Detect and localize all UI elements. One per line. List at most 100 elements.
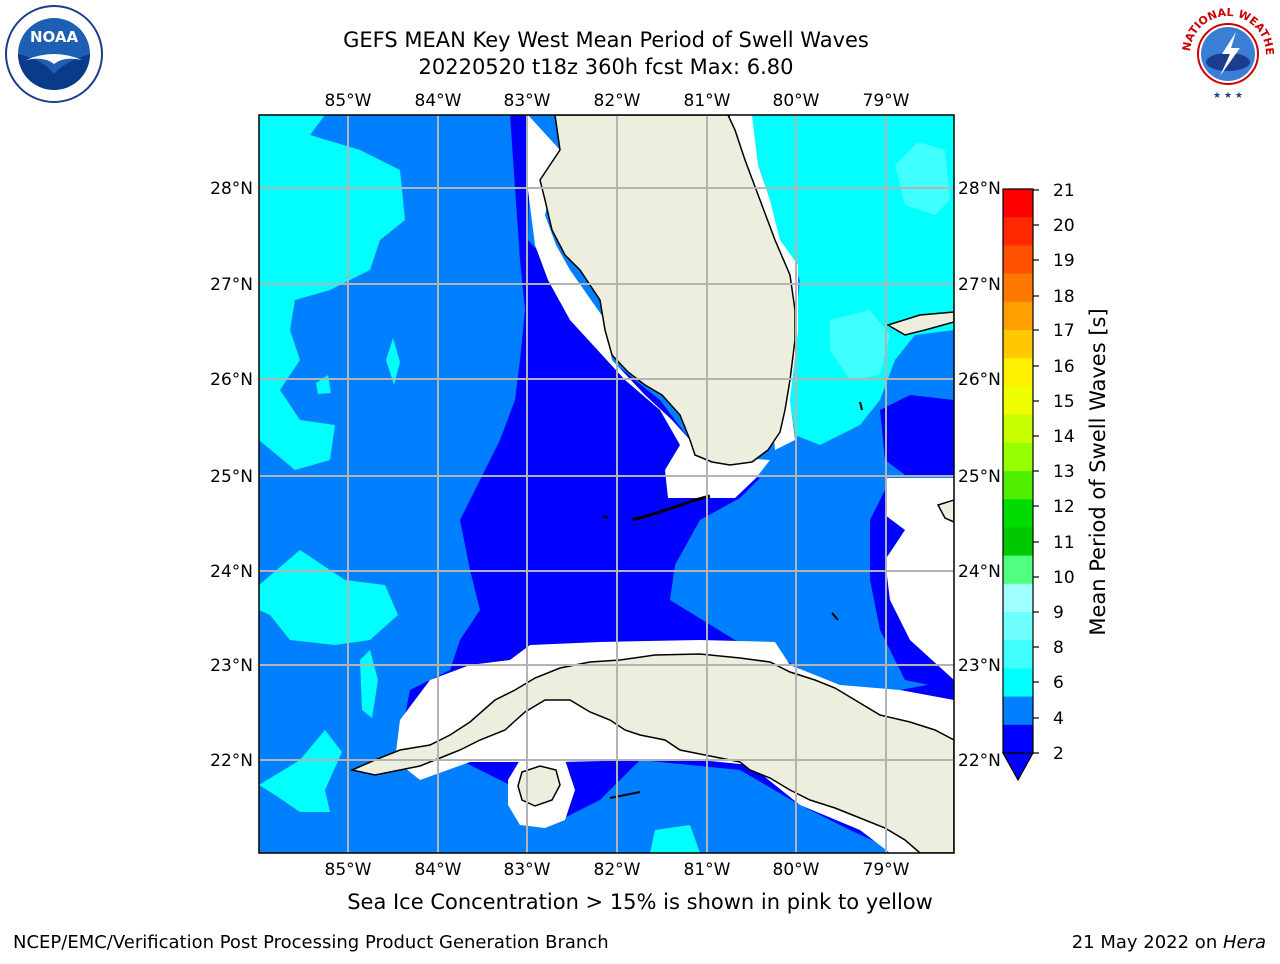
colorbar-swatch: [1003, 668, 1033, 698]
lat-label-left: 22°N: [210, 751, 253, 771]
footer-date: 21 May 2022 on Hera: [1072, 932, 1266, 953]
lon-label-bottom: 83°W: [504, 860, 551, 880]
colorbar-swatch: [1003, 217, 1033, 246]
sea-ice-note: Sea Ice Concentration > 15% is shown in …: [347, 890, 933, 914]
lon-label-top: 84°W: [415, 91, 462, 111]
isla-juventud-land: [517, 765, 561, 807]
lon-label-bottom: 84°W: [415, 860, 462, 880]
lat-label-right: 22°N: [958, 751, 1001, 771]
bahamas-land: [886, 311, 954, 336]
colorbar-tick-label: 8: [1053, 638, 1064, 658]
colorbar-tick-label: 14: [1053, 427, 1075, 447]
islet: [609, 791, 641, 799]
colorbar-tick-label: 19: [1053, 251, 1075, 271]
map-frame: [258, 114, 955, 854]
colorbar-tick-label: 15: [1053, 392, 1075, 412]
lat-label-left: 26°N: [210, 370, 253, 390]
lon-label-bottom: 79°W: [863, 860, 910, 880]
lon-label-top: 82°W: [594, 91, 641, 111]
lat-label-left: 23°N: [210, 656, 253, 676]
lon-label-top: 85°W: [325, 91, 372, 111]
svg-text:★ ★ ★: ★ ★ ★: [1213, 91, 1243, 101]
islet: [831, 612, 839, 621]
lat-label-left: 25°N: [210, 467, 253, 487]
colorbar-swatch: [1003, 724, 1033, 754]
cyan-region-sw: [259, 550, 398, 645]
colorbar-label: Mean Period of Swell Waves [s]: [1086, 308, 1110, 635]
colorbar-tick-label: 18: [1053, 287, 1075, 307]
lat-label-right: 23°N: [958, 656, 1001, 676]
lon-label-bottom: 80°W: [773, 860, 820, 880]
lon-label-top: 83°W: [504, 91, 551, 111]
colorbar-swatch: [1003, 414, 1033, 444]
lat-label-right: 28°N: [958, 179, 1001, 199]
islet: [859, 401, 863, 411]
lat-label-right: 24°N: [958, 562, 1001, 582]
colorbar-swatch: [1003, 583, 1033, 613]
colorbar-swatch: [1003, 330, 1033, 359]
colorbar-tick-label: 11: [1053, 533, 1075, 553]
colorbar-swatch: [1003, 189, 1033, 218]
cyan-patch: [650, 825, 700, 853]
footer-credit: NCEP/EMC/Verification Post Processing Pr…: [13, 932, 609, 953]
light-cyan-patch: [830, 310, 890, 380]
lat-label-right: 27°N: [958, 275, 1001, 295]
lat-label-right: 25°N: [958, 467, 1001, 487]
colorbar-swatch: [1003, 358, 1033, 387]
colorbar-swatch: [1003, 273, 1033, 303]
colorbar: 21 20 19 18 17 16 15 14 13 12 11 10 9 8 6 4 2: [1001, 181, 1075, 782]
lat-label-left: 24°N: [210, 562, 253, 582]
colorbar-tick-label: 6: [1053, 673, 1064, 693]
colorbar-tick-label: 16: [1053, 357, 1075, 377]
footer-host: Hera: [1222, 932, 1266, 953]
light-cyan-patch: [895, 142, 950, 215]
lon-label-top: 79°W: [863, 91, 910, 111]
cuba-land: [349, 653, 954, 853]
bahamas-land: [936, 499, 954, 523]
colorbar-tick-label: 20: [1053, 216, 1075, 236]
colorbar-tick-label: 13: [1053, 462, 1075, 482]
map-title: GEFS MEAN Key West Mean Period of Swell …: [343, 28, 869, 52]
cyan-patch: [386, 338, 400, 385]
lat-label-left: 27°N: [210, 275, 253, 295]
colorbar-swatch: [1003, 696, 1033, 726]
colorbar-tick-label: 4: [1053, 709, 1064, 729]
colorbar-swatch: [1003, 301, 1033, 331]
florida-keys: [631, 494, 711, 522]
nws-logo-icon: NATIONAL WEATHER SERVICE ★ ★ ★: [1174, 0, 1278, 108]
noaa-logo-text: NOAA: [30, 28, 79, 46]
colorbar-extend-arrow: [1001, 752, 1035, 782]
colorbar-swatch: [1003, 555, 1033, 585]
colorbar-tick-label: 21: [1053, 181, 1075, 201]
map-gridlines: [259, 115, 954, 853]
map-axis-labels: 85°W 85°W 84°W 84°W 83°W 83°W 82°W 82°W 81°W 81°W…: [210, 91, 1001, 880]
cyan-region-s: [259, 730, 342, 812]
lon-label-bottom: 81°W: [684, 860, 731, 880]
lat-label-left: 28°N: [210, 179, 253, 199]
florida-land: [539, 115, 796, 466]
colorbar-swatch: [1003, 386, 1033, 416]
key-islet: [602, 515, 609, 519]
colorbar-swatch: [1003, 640, 1033, 669]
colorbar-tick-label: 9: [1053, 603, 1064, 623]
lon-label-top: 80°W: [773, 91, 820, 111]
colorbar-swatch: [1003, 499, 1033, 528]
lon-label-top: 81°W: [684, 91, 731, 111]
cyan-patch: [360, 650, 378, 718]
lat-label-right: 26°N: [958, 370, 1001, 390]
colorbar-swatch: [1003, 612, 1033, 641]
colorbar-swatch: [1003, 442, 1033, 472]
colorbar-tick-label: 2: [1053, 744, 1064, 764]
deep-blue-east: [880, 395, 954, 475]
footer-date-text: 21 May 2022 on: [1071, 932, 1223, 953]
cyan-region-nw: [259, 115, 405, 470]
swell-period-field: [259, 115, 954, 853]
lon-label-bottom: 82°W: [594, 860, 641, 880]
map-subtitle: 20220520 t18z 360h fcst Max: 6.80: [418, 55, 794, 79]
lon-label-bottom: 85°W: [325, 860, 372, 880]
no-data-region: [885, 478, 954, 680]
colorbar-swatch: [1003, 245, 1033, 275]
colorbar-tick-label: 10: [1053, 568, 1075, 588]
colorbar-swatch: [1003, 527, 1033, 557]
